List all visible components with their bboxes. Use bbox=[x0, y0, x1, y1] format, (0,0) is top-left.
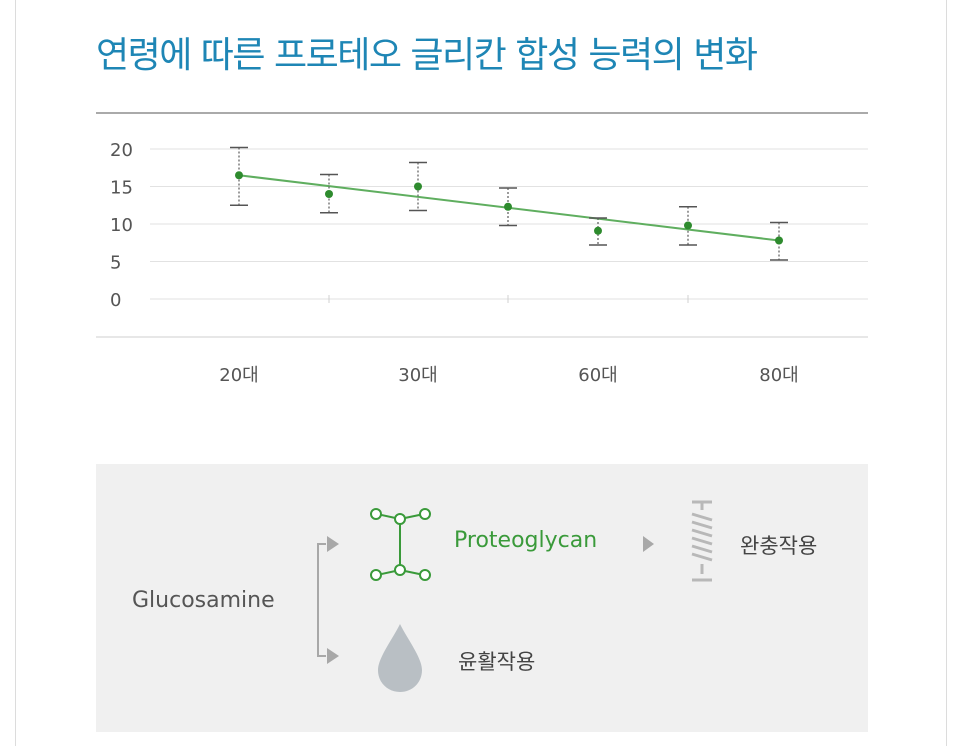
x-tick-label: 60대 bbox=[578, 365, 617, 386]
x-tick-label: 20대 bbox=[219, 365, 258, 386]
diagram-graphics bbox=[317, 500, 713, 692]
arrow-icon bbox=[327, 648, 339, 664]
molecule-icon bbox=[370, 508, 431, 581]
data-points bbox=[235, 171, 783, 245]
y-tick-label: 5 bbox=[110, 253, 121, 274]
page-title: 연령에 따른 프로테오 글리칸 합성 능력의 변화 bbox=[96, 35, 758, 76]
mechanism-diagram: Glucosamine Proteoglycan 완충작용 윤활작용 bbox=[96, 464, 868, 732]
proteoglycan-label: Proteoglycan bbox=[454, 528, 598, 553]
page-frame-right bbox=[946, 0, 947, 746]
grid-lines bbox=[150, 148, 868, 303]
data-point bbox=[235, 171, 243, 180]
x-axis-ticks: 20대 30대 60대 80대 bbox=[219, 365, 798, 386]
x-tick-label: 30대 bbox=[398, 365, 437, 386]
data-point bbox=[684, 221, 692, 230]
x-tick-label: 80대 bbox=[759, 365, 798, 386]
glucosamine-label: Glucosamine bbox=[132, 588, 275, 613]
y-tick-label: 20 bbox=[110, 140, 133, 161]
arrow-icon bbox=[327, 536, 339, 552]
y-tick-label: 10 bbox=[110, 215, 133, 236]
data-point bbox=[594, 226, 602, 235]
branch-bracket bbox=[317, 543, 326, 657]
page-frame-left bbox=[15, 0, 16, 746]
data-point bbox=[325, 190, 333, 198]
lubrication-effect-label: 윤활작용 bbox=[458, 650, 536, 674]
arrow-icon bbox=[643, 536, 654, 552]
y-tick-label: 0 bbox=[110, 290, 121, 311]
data-point bbox=[775, 236, 783, 245]
y-axis-ticks: 20 15 10 5 0 bbox=[110, 140, 133, 311]
line-chart: 20 15 10 5 0 20대 30대 60대 80대 bbox=[96, 112, 868, 386]
y-tick-label: 15 bbox=[110, 178, 133, 199]
spring-icon bbox=[691, 500, 713, 582]
cushion-effect-label: 완충작용 bbox=[740, 534, 818, 558]
data-point bbox=[504, 202, 512, 211]
data-point bbox=[414, 182, 422, 191]
droplet-icon bbox=[378, 624, 422, 692]
